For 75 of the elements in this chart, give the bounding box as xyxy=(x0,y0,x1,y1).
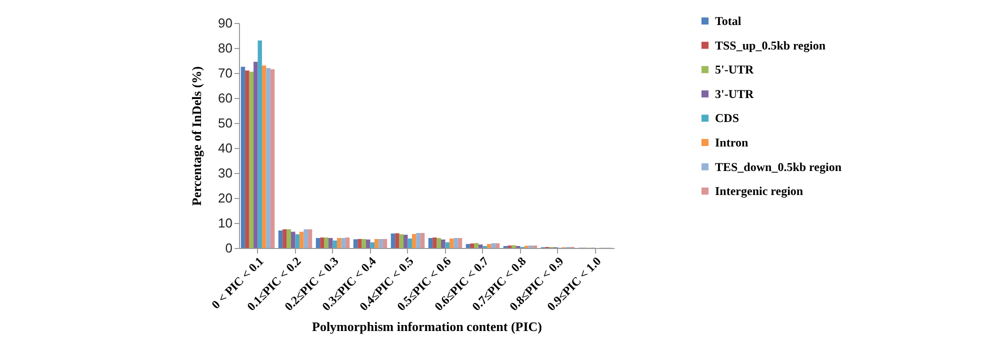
bar xyxy=(278,230,283,248)
bar xyxy=(395,233,400,248)
y-tick-label: 40 xyxy=(218,140,232,156)
bar xyxy=(378,239,383,248)
bar xyxy=(390,234,396,248)
bar xyxy=(362,239,366,248)
bar xyxy=(324,238,329,248)
bar xyxy=(286,229,292,248)
bar xyxy=(291,232,296,248)
bar xyxy=(299,232,304,248)
bar xyxy=(295,234,300,248)
bar xyxy=(470,244,474,248)
bar xyxy=(254,62,258,248)
bar xyxy=(428,238,433,248)
bar xyxy=(454,238,458,248)
bar xyxy=(382,239,388,248)
y-tick-label: 10 xyxy=(218,216,232,230)
bar xyxy=(495,243,500,248)
legend-label: Intron xyxy=(715,136,748,150)
y-tick-label: 70 xyxy=(218,66,232,80)
bar xyxy=(341,238,346,248)
bar xyxy=(258,40,262,248)
bar xyxy=(345,238,350,248)
legend-label: TSS_up_0.5kb region xyxy=(715,38,826,52)
bar xyxy=(420,233,425,248)
bar xyxy=(458,238,462,248)
bar xyxy=(486,244,492,248)
bar xyxy=(304,229,308,248)
bar xyxy=(449,238,454,248)
bar xyxy=(328,238,333,248)
bar xyxy=(412,234,416,248)
legend-label: Total xyxy=(715,14,742,28)
bar xyxy=(245,70,250,248)
bar xyxy=(370,242,374,248)
bar xyxy=(358,239,362,248)
legend-label: 5'-UTR xyxy=(715,62,754,77)
bar xyxy=(308,229,312,248)
bar xyxy=(441,240,446,248)
bar xyxy=(240,66,246,248)
bar xyxy=(249,72,254,248)
bar xyxy=(404,234,408,248)
x-axis-title: Polymorphism information content (PIC) xyxy=(312,318,542,334)
y-tick-label: 50 xyxy=(218,116,232,130)
bar xyxy=(478,244,483,248)
legend-label: 3'-UTR xyxy=(715,86,754,101)
bar xyxy=(432,238,437,248)
bar xyxy=(266,68,270,248)
bar xyxy=(436,238,442,248)
bar xyxy=(316,238,320,248)
bar xyxy=(474,243,479,248)
bar xyxy=(366,240,370,248)
bar xyxy=(466,244,470,248)
bar xyxy=(416,233,420,248)
y-tick-label: 30 xyxy=(218,166,232,180)
y-tick-label: 60 xyxy=(218,90,232,106)
bar xyxy=(491,243,496,248)
bar xyxy=(353,239,358,248)
y-tick-label: 80 xyxy=(218,40,232,56)
y-tick-label: 0 xyxy=(225,240,232,256)
bar xyxy=(445,242,450,248)
bar xyxy=(282,229,287,248)
legend-label: TES_down_0.5kb region xyxy=(715,160,842,174)
bar xyxy=(399,234,404,248)
y-axis-title: Percentage of InDels (%) xyxy=(189,66,204,206)
bar xyxy=(332,240,337,248)
legend-label: CDS xyxy=(715,111,740,126)
bar xyxy=(320,238,324,248)
bar xyxy=(336,238,342,248)
bar xyxy=(262,66,266,248)
y-tick-label: 90 xyxy=(218,16,232,30)
y-tick-label: 20 xyxy=(218,190,232,206)
bar xyxy=(270,69,275,248)
legend-label: Intergenic region xyxy=(715,184,804,198)
bar xyxy=(408,238,412,248)
bar xyxy=(374,239,379,248)
